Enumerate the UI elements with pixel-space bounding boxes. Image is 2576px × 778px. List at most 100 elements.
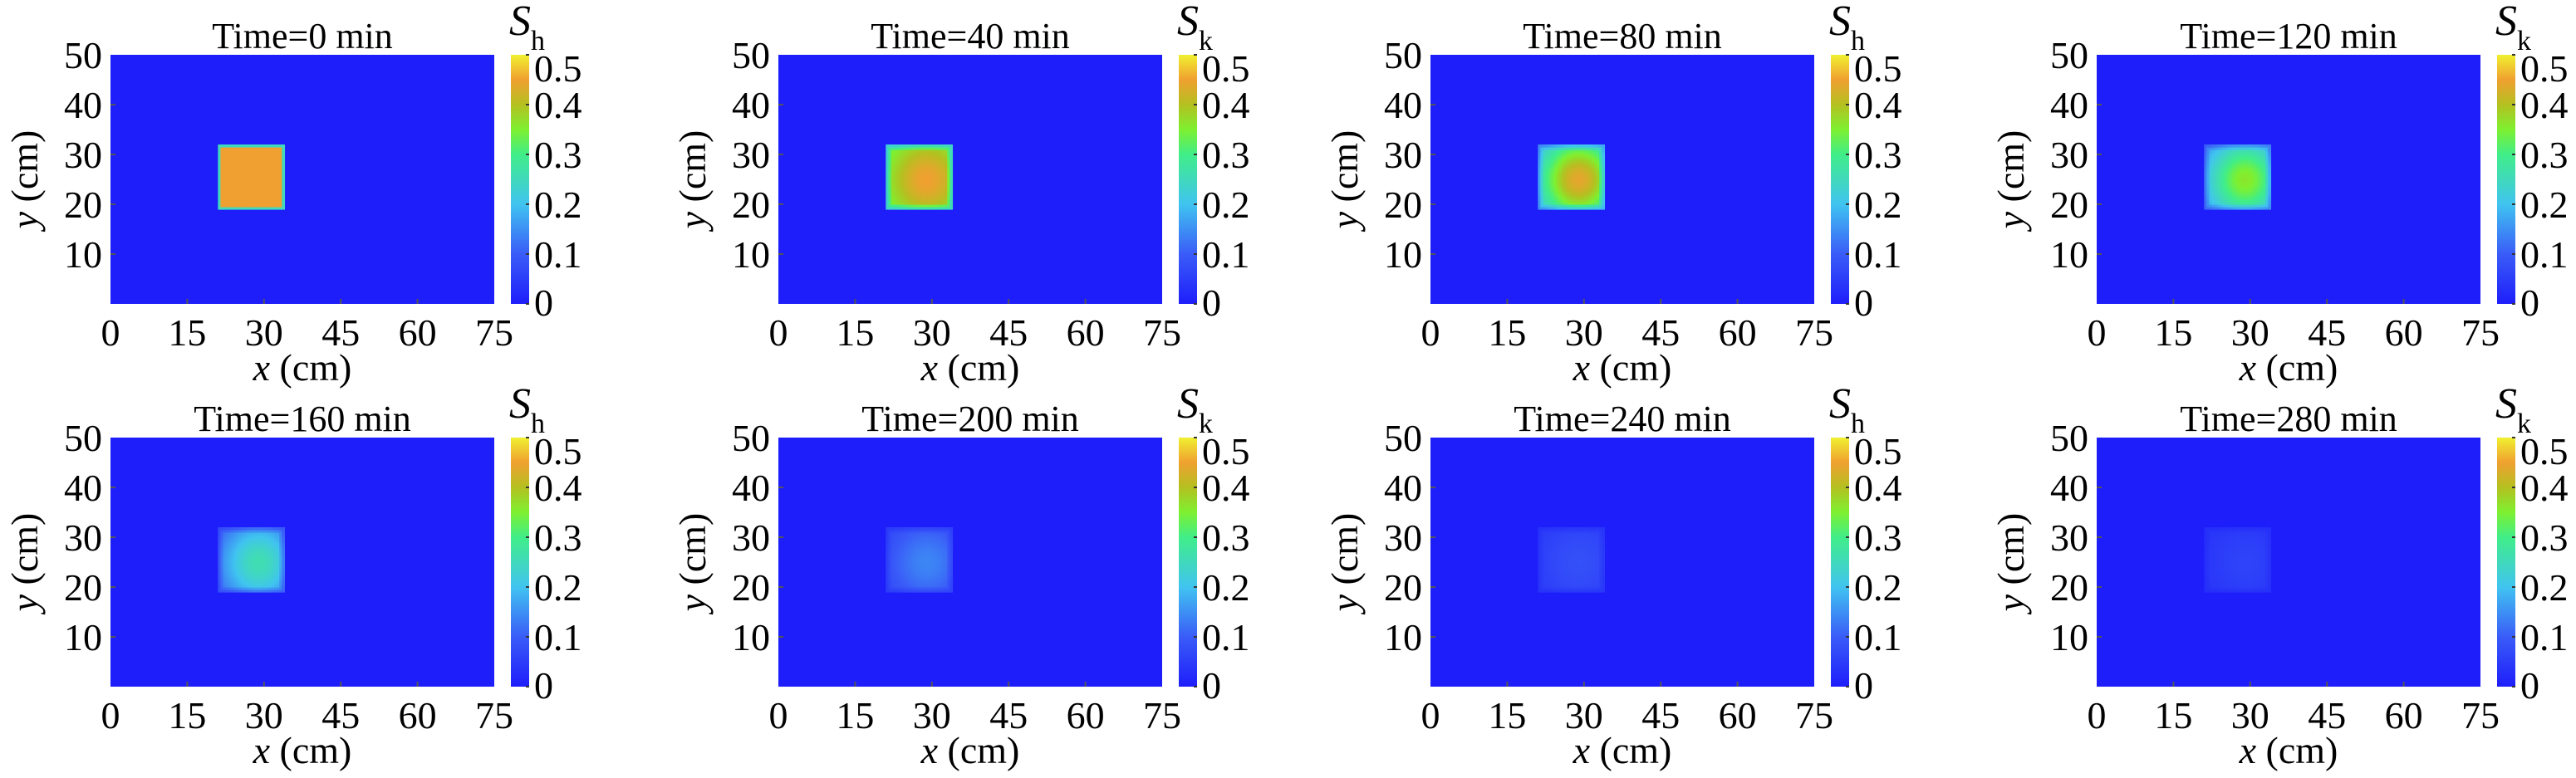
heatmap-cell: [266, 535, 270, 538]
heatmap-cell: [2240, 147, 2244, 150]
heatmap-cell: [263, 157, 267, 160]
heatmap-cell: [916, 555, 920, 558]
heatmap-cell: [1571, 580, 1575, 583]
heatmap-cell: [2245, 152, 2249, 155]
heatmap-cell: [1592, 144, 1595, 148]
heatmap-cell: [253, 187, 258, 190]
heatmap-cell: [888, 152, 892, 155]
heatmap-cell: [1540, 552, 1544, 555]
heatmap-cell: [253, 537, 258, 541]
heatmap-background: [778, 438, 1162, 687]
heatmap-cell: [2258, 162, 2261, 165]
heatmap-cell: [263, 144, 267, 148]
heatmap-cell: [235, 177, 239, 180]
heatmap-cell: [929, 147, 933, 150]
heatmap-cell: [241, 147, 244, 150]
heatmap-cell: [891, 187, 895, 190]
heatmap-cell: [1581, 154, 1585, 158]
heatmap-cell: [891, 149, 895, 153]
heatmap-cell: [1566, 182, 1569, 185]
heatmap-cell: [263, 192, 267, 195]
heatmap-cell: [2227, 199, 2230, 203]
heatmap-cell: [909, 192, 912, 195]
heatmap-cell: [921, 560, 925, 563]
heatmap-cell: [1553, 555, 1557, 558]
heatmap-cell: [2252, 164, 2256, 168]
heatmap-cell: [2263, 202, 2266, 205]
heatmap-cell: [243, 184, 247, 188]
heatmap-cell: [1548, 565, 1552, 568]
heatmap-cell: [931, 197, 935, 200]
heatmap-cell: [1583, 540, 1587, 543]
heatmap-cell: [1588, 152, 1592, 155]
heatmap-cell: [1578, 555, 1582, 558]
heatmap-cell: [2206, 189, 2210, 193]
heatmap-cell: [2216, 149, 2220, 153]
heatmap-cell: [277, 547, 280, 550]
heatmap-cell: [253, 164, 258, 168]
heatmap-cell: [1540, 182, 1544, 185]
heatmap-cell: [1563, 182, 1567, 185]
heatmap-cell: [2237, 177, 2241, 180]
heatmap-cell: [1578, 570, 1582, 573]
heatmap-cell: [940, 194, 943, 198]
heatmap-cell: [225, 144, 229, 148]
heatmap-cell: [1566, 537, 1569, 541]
heatmap-cell: [934, 204, 938, 208]
heatmap-cell: [274, 204, 277, 208]
heatmap-cell: [1576, 147, 1580, 150]
heatmap-cell: [906, 590, 910, 593]
heatmap-cell: [2240, 154, 2244, 158]
heatmap-cell: [1573, 567, 1577, 570]
heatmap-cell: [1558, 179, 1562, 183]
heatmap-cell: [2214, 159, 2218, 163]
heatmap-cell: [266, 540, 270, 543]
heatmap-cell: [2237, 174, 2241, 178]
heatmap-cell: [282, 169, 286, 173]
heatmap-cell: [1602, 532, 1606, 536]
heatmap-cell: [2258, 204, 2261, 208]
heatmap-cell: [924, 167, 928, 170]
heatmap-cell: [256, 197, 260, 200]
heatmap-cell: [1568, 547, 1572, 550]
heatmap-cell: [2219, 197, 2223, 200]
heatmap-cell: [921, 149, 925, 153]
heatmap-cell: [1573, 167, 1577, 170]
heatmap-cell: [246, 577, 249, 580]
heatmap-cell: [926, 182, 930, 185]
heatmap-cell: [1555, 567, 1559, 570]
heatmap-background: [110, 438, 494, 687]
heatmap-cell: [2240, 152, 2244, 155]
heatmap-cell: [921, 562, 925, 565]
heatmap-cell: [1586, 194, 1590, 198]
heatmap-cell: [1568, 199, 1572, 203]
heatmap-cell: [282, 527, 286, 531]
heatmap-cell: [1571, 542, 1575, 546]
heatmap-cell: [2216, 154, 2220, 158]
heatmap-cell: [233, 582, 237, 585]
heatmap-cell: [263, 565, 267, 568]
heatmap-cell: [929, 169, 933, 173]
heatmap-cell: [225, 187, 229, 190]
heatmap-cell: [1594, 172, 1597, 175]
heatmap-cell: [2204, 164, 2208, 168]
heatmap-cell: [911, 197, 915, 200]
heatmap-cell: [2263, 204, 2266, 208]
heatmap-cell: [268, 537, 272, 541]
heatmap-cell: [2206, 152, 2210, 155]
heatmap-cell: [888, 542, 892, 546]
heatmap-cell: [1602, 530, 1606, 533]
heatmap-cell: [1550, 567, 1554, 570]
heatmap-cell: [223, 197, 227, 200]
heatmap-cell: [263, 197, 267, 200]
heatmap-cell: [942, 179, 945, 183]
heatmap-cell: [2245, 202, 2249, 205]
heatmap-cell: [1550, 550, 1554, 553]
heatmap-cell: [900, 149, 905, 153]
heatmap-cell: [246, 194, 249, 198]
heatmap-cell: [256, 189, 260, 193]
heatmap-cell: [238, 172, 242, 175]
x-axis-var: x: [920, 729, 939, 771]
heatmap-cell: [241, 572, 244, 575]
heatmap-cell: [940, 207, 943, 210]
